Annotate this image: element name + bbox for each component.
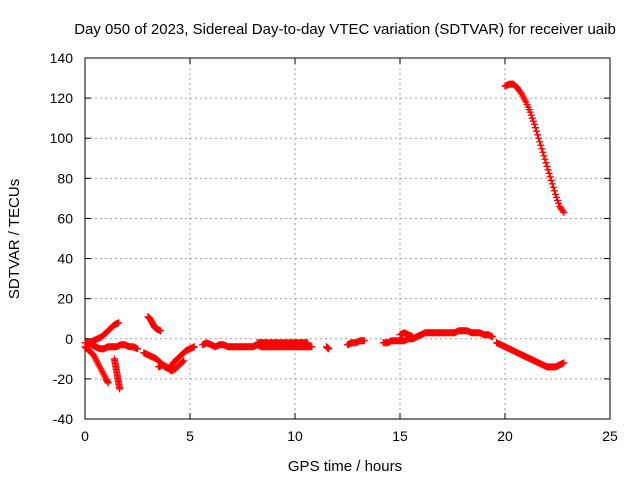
data-point [539,148,547,156]
series-arc-i [253,339,312,347]
data-point [552,193,560,201]
x-axis-label: GPS time / hours [288,458,402,475]
x-tick-label: 15 [392,428,408,444]
data-point [559,207,567,215]
data-point [179,358,187,366]
x-tick-label: 5 [186,428,194,444]
data-point [104,379,112,387]
data-point [536,138,544,146]
x-tick-label: 20 [497,428,513,444]
data-points [81,80,568,393]
y-tick-label: -40 [53,411,73,427]
chart-title: Day 050 of 2023, Sidereal Day-to-day VTE… [74,21,616,38]
data-point [538,145,546,153]
series-arc-o [501,80,568,216]
series-arc-k [344,337,368,349]
y-tick-label: 60 [57,210,73,226]
data-point [535,134,543,142]
series-arc-j [323,343,333,353]
y-tick-label: 40 [57,251,73,267]
data-point [528,114,536,122]
data-point [560,359,568,367]
data-point [549,183,557,191]
data-point [548,180,556,188]
data-point [554,196,561,204]
data-point [409,333,417,341]
series-arc-g [155,357,188,375]
x-tick-label: 25 [602,428,618,444]
series-arc-e [144,313,165,335]
data-point [543,162,551,170]
data-point [555,199,563,207]
data-point [529,117,537,125]
data-point [308,343,316,351]
data-point [360,337,368,345]
data-point [546,173,554,181]
y-tick-label: 140 [50,50,74,66]
series-arc-b [81,343,112,387]
data-point [542,159,550,167]
data-point [190,343,198,351]
data-point [540,152,548,160]
data-point [531,124,539,132]
grid [85,58,610,419]
data-point [116,385,124,393]
y-tick-label: 20 [57,291,73,307]
data-point [534,131,542,139]
data-point [304,339,312,347]
data-point [527,111,535,119]
series-arc-l [379,327,496,347]
y-tick-label: 0 [65,331,73,347]
x-tick-label: 0 [81,428,89,444]
data-point [544,166,552,174]
data-point [526,108,534,116]
data-point [537,141,545,149]
series-arc-d [110,355,124,393]
data-point [560,208,568,216]
data-point [550,187,558,195]
data-point [545,169,553,177]
data-point [551,190,559,198]
data-point [157,327,165,335]
data-point [541,155,549,163]
data-point [325,345,333,353]
data-point [488,333,496,341]
data-point [547,176,555,184]
x-tick-label: 10 [287,428,303,444]
data-point [134,345,141,353]
series-arc-c [83,339,141,353]
series-arc-m [396,329,417,341]
data-point [530,120,538,128]
plot-frame [84,57,611,420]
y-tick-label: 100 [50,130,74,146]
y-tick-label: -20 [53,371,73,387]
y-axis-label: SDTVAR / TECUs [6,179,23,299]
axis-ticks: 0 5 10 15 20 25 -40 -20 0 20 40 60 80 100 120 140 [50,50,618,444]
series-arc-n [493,339,568,371]
data-point [533,127,540,135]
data-point [180,357,188,365]
data-point [517,89,525,97]
y-tick-label: 120 [50,90,74,106]
y-tick-label: 80 [57,170,73,186]
data-point [115,319,123,327]
